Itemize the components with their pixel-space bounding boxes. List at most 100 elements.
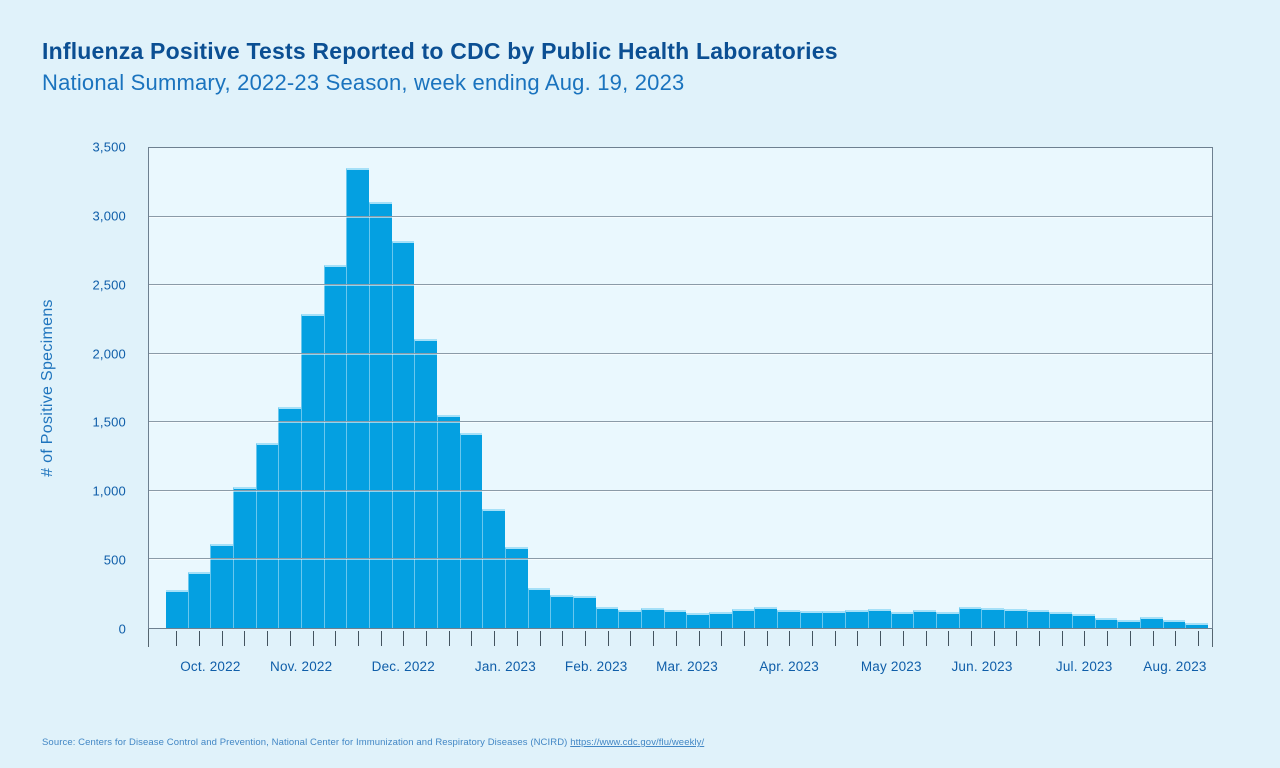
x-axis-tick xyxy=(892,631,915,646)
x-axis-tick xyxy=(846,631,869,646)
bar[interactable] xyxy=(663,610,687,628)
chart-subtitle: National Summary, 2022-23 Season, week e… xyxy=(42,70,685,95)
grid-line xyxy=(149,558,1212,560)
bar[interactable] xyxy=(1026,610,1050,628)
x-axis-month-label: Feb. 2023 xyxy=(564,659,628,674)
bar[interactable] xyxy=(437,414,460,628)
x-axis-tick xyxy=(642,631,665,646)
bar[interactable] xyxy=(550,595,574,628)
bar[interactable] xyxy=(890,611,914,628)
bar[interactable] xyxy=(301,313,324,628)
bar[interactable] xyxy=(754,607,778,628)
x-axis-tick xyxy=(1187,631,1210,646)
bar[interactable] xyxy=(1003,609,1027,628)
x-axis-edge-tick-right xyxy=(1212,629,1213,647)
x-axis-tick xyxy=(369,631,392,646)
y-axis-tick-label: 3,500 xyxy=(92,139,126,155)
grid-line xyxy=(149,284,1212,286)
bar[interactable] xyxy=(709,611,732,628)
x-axis-tick xyxy=(1028,631,1051,646)
x-axis-month-label: Dec. 2022 xyxy=(371,659,435,674)
x-axis-tick xyxy=(982,631,1005,646)
x-axis-tick xyxy=(664,631,687,646)
bar[interactable] xyxy=(323,264,347,628)
x-axis-month-label: Apr. 2023 xyxy=(759,659,819,674)
bar[interactable] xyxy=(187,572,211,628)
bar[interactable] xyxy=(255,442,279,628)
bar[interactable] xyxy=(233,487,256,628)
x-axis-tick xyxy=(574,631,597,646)
bar[interactable] xyxy=(641,608,664,628)
bar[interactable] xyxy=(913,610,936,628)
bar[interactable] xyxy=(1185,622,1208,628)
x-axis-tick xyxy=(755,631,778,646)
y-axis-tick-label: 1,500 xyxy=(92,414,126,430)
x-axis-tick xyxy=(1164,631,1187,646)
x-axis-tick xyxy=(551,631,574,646)
bar[interactable] xyxy=(1049,611,1072,628)
x-axis-month-label: Oct. 2022 xyxy=(180,659,241,674)
x-axis-tick xyxy=(1096,631,1119,646)
bar[interactable] xyxy=(391,240,415,628)
x-axis-tick xyxy=(301,631,324,646)
bar[interactable] xyxy=(482,509,506,628)
x-axis-tick xyxy=(937,631,960,646)
plot-area xyxy=(148,147,1213,629)
bar[interactable] xyxy=(935,612,959,628)
x-axis-ticks xyxy=(165,631,1209,646)
bar[interactable] xyxy=(981,607,1004,628)
x-axis-tick xyxy=(778,631,801,646)
bar[interactable] xyxy=(346,167,370,628)
x-axis-month-label: Aug. 2023 xyxy=(1143,659,1207,674)
x-axis-tick xyxy=(392,631,415,646)
bar[interactable] xyxy=(1117,619,1140,628)
bar[interactable] xyxy=(210,543,234,628)
x-axis-tick xyxy=(437,631,460,646)
y-axis-tick-label: 2,000 xyxy=(92,346,126,362)
bar[interactable] xyxy=(166,589,188,628)
bar[interactable] xyxy=(414,339,438,628)
bar[interactable] xyxy=(867,608,891,628)
bar[interactable] xyxy=(595,606,619,628)
bar[interactable] xyxy=(799,610,823,628)
bar[interactable] xyxy=(1094,617,1118,628)
x-axis-tick xyxy=(1119,631,1142,646)
x-axis-tick xyxy=(596,631,619,646)
bar[interactable] xyxy=(777,610,800,628)
x-axis-tick xyxy=(960,631,983,646)
bar[interactable] xyxy=(369,202,392,628)
source-text: Source: Centers for Disease Control and … xyxy=(42,737,571,748)
bar[interactable] xyxy=(1071,614,1095,628)
x-axis-tick xyxy=(415,631,438,646)
x-axis-tick xyxy=(233,631,256,646)
bar[interactable] xyxy=(1162,620,1186,628)
x-axis-tick xyxy=(687,631,710,646)
x-axis-tick xyxy=(801,631,824,646)
bar[interactable] xyxy=(618,610,642,628)
bar[interactable] xyxy=(845,609,868,628)
x-axis-tick xyxy=(483,631,506,646)
bar[interactable] xyxy=(1139,617,1163,628)
x-axis-tick xyxy=(210,631,233,646)
y-axis-title: # of Positive Specimens xyxy=(39,299,56,477)
bar[interactable] xyxy=(278,406,302,628)
bar[interactable] xyxy=(731,608,755,628)
bar[interactable] xyxy=(686,612,710,628)
bar[interactable] xyxy=(505,547,528,628)
bar[interactable] xyxy=(527,588,551,628)
x-axis-month-label: Nov. 2022 xyxy=(270,659,333,674)
bar[interactable] xyxy=(459,432,483,628)
bar[interactable] xyxy=(822,610,846,628)
source-link[interactable]: https://www.cdc.gov/flu/weekly/ xyxy=(570,737,705,748)
x-axis-tick xyxy=(256,631,279,646)
bar[interactable] xyxy=(573,596,596,628)
bar[interactable] xyxy=(958,607,982,628)
x-axis-tick xyxy=(733,631,756,646)
x-axis-tick xyxy=(165,631,188,646)
x-axis-tick xyxy=(347,631,370,646)
x-axis-tick xyxy=(324,631,347,646)
grid-line xyxy=(149,489,1212,491)
x-axis-tick xyxy=(1050,631,1073,646)
y-axis-tick-label: 0 xyxy=(118,621,126,637)
x-axis-tick xyxy=(188,631,211,646)
